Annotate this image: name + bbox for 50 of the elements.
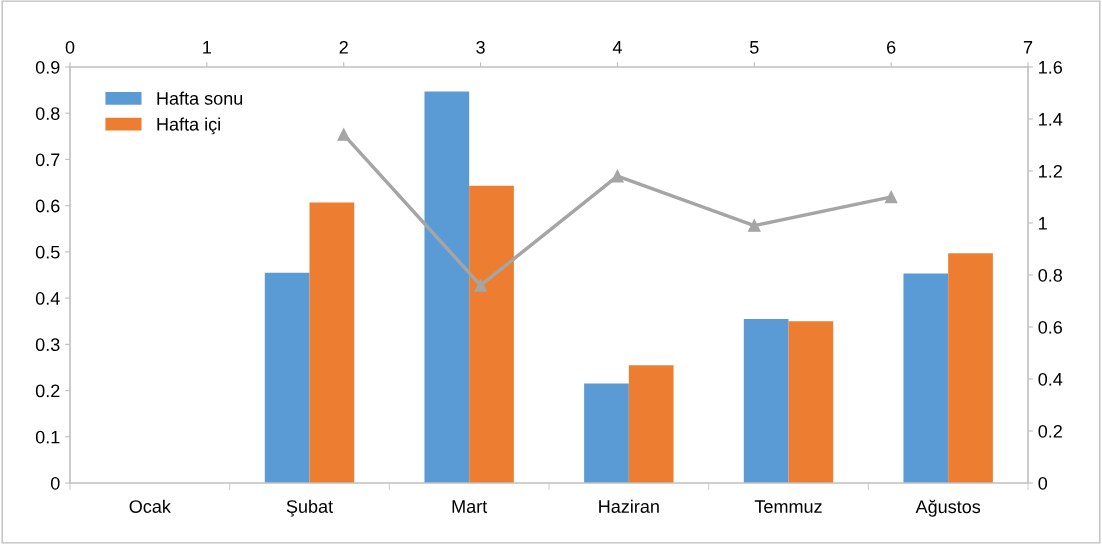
bar — [469, 185, 514, 483]
y-tick-label: 0.4 — [1038, 372, 1063, 386]
y-tick-label: 1 — [1039, 217, 1047, 230]
bar — [743, 318, 789, 483]
point — [884, 190, 898, 204]
y-tick-label: 0.6 — [35, 199, 60, 213]
bar — [264, 272, 310, 483]
x-tick-label: 3 — [476, 40, 485, 54]
x-tick-label: Ağustos — [915, 499, 981, 517]
y-tick-label: 0.8 — [35, 107, 60, 120]
point — [748, 219, 761, 232]
x-tick-label: Haziran — [599, 499, 659, 513]
bar — [903, 273, 949, 483]
x-tick-label: 4 — [612, 41, 622, 54]
point — [611, 169, 624, 183]
y-tick-label: 0.7 — [35, 153, 60, 167]
y-tick-label: 0.2 — [35, 384, 60, 398]
x-tick-label: 7 — [1023, 41, 1033, 54]
point — [337, 128, 350, 141]
y-tick-label: 0 — [50, 476, 60, 490]
y-tick-label: 0.6 — [1038, 320, 1063, 334]
y-tick-label: 0.1 — [35, 430, 60, 444]
y-tick-label: 0.2 — [1038, 424, 1062, 438]
legend-label: Hafta sonu — [157, 91, 243, 105]
bar — [309, 202, 355, 483]
bar — [788, 321, 834, 483]
y-tick-label: 0.4 — [35, 292, 60, 305]
x-tick-label: 6 — [887, 40, 896, 54]
x-tick-label: Şubat — [286, 499, 333, 517]
y-tick-label: 1.6 — [1039, 60, 1063, 74]
y-tick-label: 0.5 — [35, 245, 60, 259]
x-tick-label: 0 — [65, 40, 75, 54]
x-tick-label: Ocak — [129, 499, 171, 513]
y-tick-label: 0.9 — [35, 60, 60, 74]
x-tick-label: 5 — [749, 41, 759, 54]
bar — [948, 253, 993, 483]
x-tick-label: 2 — [339, 40, 348, 54]
bar — [424, 91, 470, 483]
legend-label: Hafta içi — [157, 117, 220, 135]
x-tick-label: Temmuz — [754, 500, 822, 513]
y-tick-label: 0.3 — [35, 338, 60, 352]
y-tick-label: 0 — [1038, 476, 1048, 490]
x-tick-label: 1 — [203, 41, 211, 54]
y-tick-label: 0.8 — [1038, 268, 1063, 282]
bar — [584, 383, 629, 483]
bar — [628, 365, 674, 483]
x-tick-label: Mart — [452, 500, 488, 513]
y-tick-label: 1.2 — [1039, 164, 1062, 178]
point — [474, 279, 487, 292]
y-tick-label: 1.4 — [1039, 113, 1063, 126]
